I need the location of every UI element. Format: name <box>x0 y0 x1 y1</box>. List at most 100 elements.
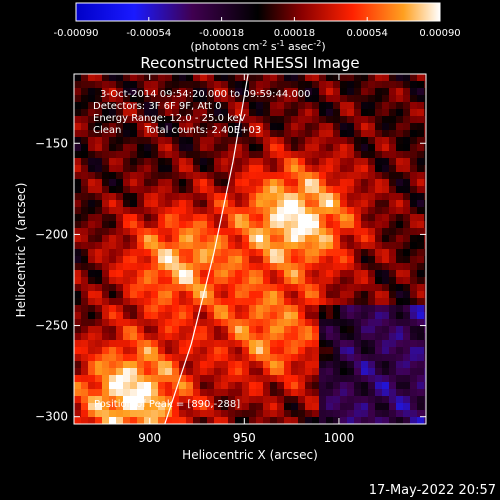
heatmap-cell <box>193 270 201 278</box>
heatmap-cell <box>214 333 222 341</box>
heatmap-cell <box>186 319 194 327</box>
x-tick-label: 900 <box>138 431 161 445</box>
heatmap-cell <box>361 277 369 285</box>
heatmap-cell <box>242 214 250 222</box>
heatmap-cell <box>151 95 159 103</box>
heatmap-cell <box>151 284 159 292</box>
heatmap-cell <box>270 193 278 201</box>
heatmap-cell <box>235 396 243 404</box>
heatmap-cell <box>256 102 264 110</box>
heatmap-cell <box>186 333 194 341</box>
heatmap-cell <box>389 102 397 110</box>
heatmap-cell <box>214 270 222 278</box>
heatmap-cell <box>368 312 376 320</box>
heatmap-cell <box>158 235 166 243</box>
heatmap-cell <box>305 410 313 418</box>
heatmap-cell <box>214 207 222 215</box>
heatmap-cell <box>95 291 103 299</box>
heatmap-cell <box>130 375 138 383</box>
heatmap-cell <box>172 102 180 110</box>
heatmap-cell <box>382 375 390 383</box>
heatmap-cell <box>333 137 341 145</box>
heatmap-cell <box>144 319 152 327</box>
heatmap-cell <box>172 333 180 341</box>
heatmap-cell <box>88 151 96 159</box>
heatmap-cell <box>417 368 425 376</box>
heatmap-cell <box>207 403 215 411</box>
heatmap-cell <box>375 382 383 390</box>
heatmap-cell <box>354 410 362 418</box>
heatmap-cell <box>340 326 348 334</box>
heatmap-cell <box>179 186 187 194</box>
heatmap-cell <box>277 144 285 152</box>
heatmap-cell <box>326 214 334 222</box>
heatmap-cell <box>172 165 180 173</box>
heatmap-cell <box>333 263 341 271</box>
heatmap-cell <box>403 368 411 376</box>
heatmap-cell <box>193 88 201 96</box>
heatmap-cell <box>130 284 138 292</box>
heatmap-cell <box>165 382 173 390</box>
heatmap-cell <box>319 228 327 236</box>
heatmap-cell <box>109 221 117 229</box>
heatmap-cell <box>403 158 411 166</box>
heatmap-cell <box>235 298 243 306</box>
heatmap-cell <box>256 228 264 236</box>
heatmap-cell <box>340 312 348 320</box>
heatmap-cell <box>277 277 285 285</box>
heatmap-cell <box>200 249 208 257</box>
heatmap-cell <box>151 228 159 236</box>
heatmap-cell <box>424 396 426 404</box>
heatmap-cell <box>368 179 376 187</box>
heatmap-cell <box>361 347 369 355</box>
heatmap-cell <box>207 158 215 166</box>
heatmap-cell <box>130 298 138 306</box>
heatmap-cell <box>361 200 369 208</box>
heatmap-cell <box>263 123 271 131</box>
heatmap-cell <box>312 242 320 250</box>
heatmap-cell <box>151 382 159 390</box>
heatmap-cell <box>172 214 180 222</box>
heatmap-cell <box>368 102 376 110</box>
heatmap-cell <box>326 368 334 376</box>
heatmap-cell <box>361 116 369 124</box>
heatmap-cell <box>326 95 334 103</box>
heatmap-cell <box>200 312 208 320</box>
heatmap-cell <box>389 123 397 131</box>
heatmap-cell <box>291 368 299 376</box>
heatmap-cell <box>228 242 236 250</box>
heatmap-cell <box>193 277 201 285</box>
heatmap-cell <box>291 137 299 145</box>
heatmap-cell <box>298 123 306 131</box>
heatmap-cell <box>333 221 341 229</box>
heatmap-cell <box>137 207 145 215</box>
heatmap-cell <box>214 158 222 166</box>
heatmap-cell <box>130 74 138 82</box>
heatmap-cell <box>172 361 180 369</box>
heatmap-cell <box>172 326 180 334</box>
heatmap-cell <box>312 158 320 166</box>
heatmap-cell <box>291 200 299 208</box>
heatmap-cell <box>186 151 194 159</box>
heatmap-cell <box>102 403 110 411</box>
heatmap-cell <box>424 249 426 257</box>
heatmap-cell <box>158 130 166 138</box>
heatmap-cell <box>179 382 187 390</box>
heatmap-cell <box>305 102 313 110</box>
heatmap-cell <box>109 417 117 424</box>
heatmap-cell <box>109 263 117 271</box>
heatmap-cell <box>396 284 404 292</box>
heatmap-cell <box>249 256 257 264</box>
heatmap-cell <box>291 361 299 369</box>
heatmap-cell <box>74 375 82 383</box>
heatmap-cell <box>102 298 110 306</box>
heatmap-cell <box>284 333 292 341</box>
heatmap-cell <box>172 270 180 278</box>
heatmap-cell <box>123 102 131 110</box>
heatmap-cell <box>235 214 243 222</box>
heatmap-cell <box>375 270 383 278</box>
heatmap-cell <box>277 361 285 369</box>
heatmap-cell <box>354 179 362 187</box>
heatmap-cell <box>207 347 215 355</box>
heatmap-cell <box>354 130 362 138</box>
